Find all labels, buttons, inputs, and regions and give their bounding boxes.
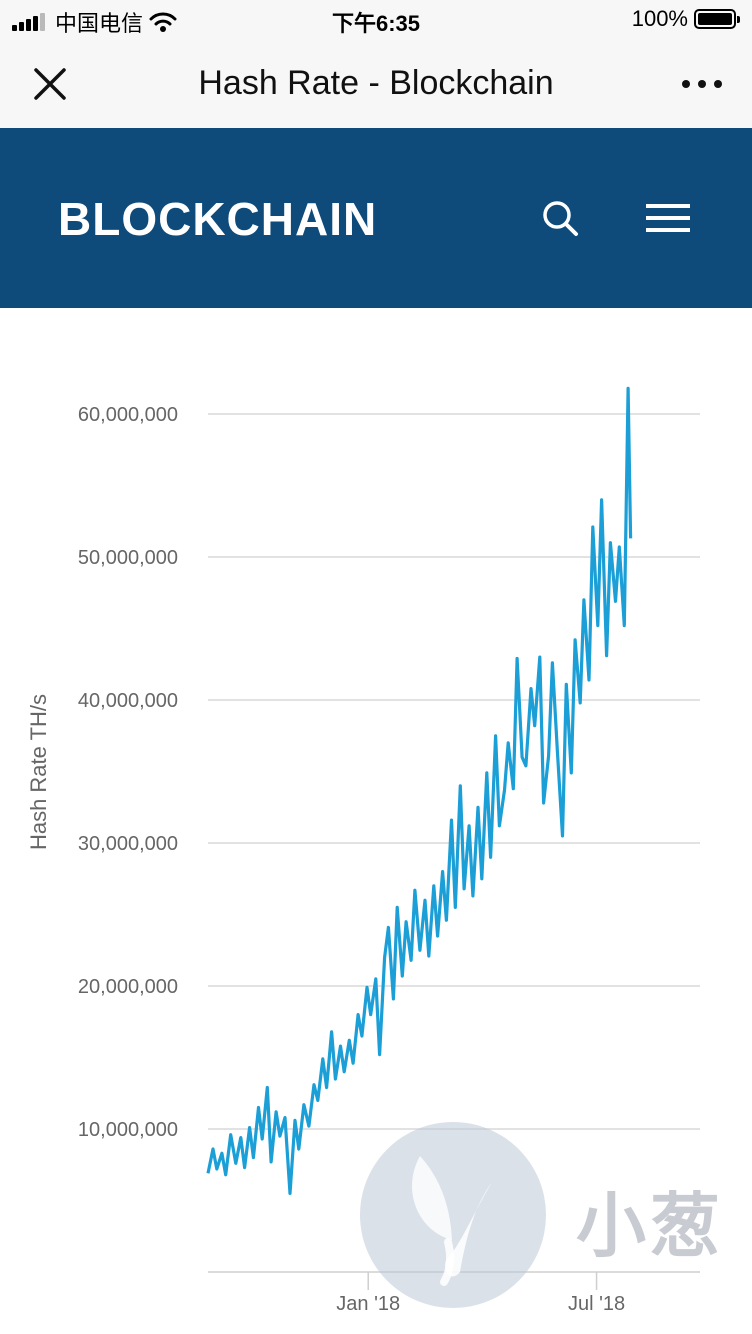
battery-icon — [694, 9, 740, 29]
carrier-name: 中国电信 — [55, 11, 144, 36]
x-axis: Jan '18 Jul '18 — [208, 1271, 700, 1315]
page-title: Hash Rate - Blockchain — [198, 64, 554, 102]
y-axis-title: Hash Rate TH/s — [26, 694, 51, 850]
y-tick-label: 40,000,000 — [78, 690, 178, 712]
close-icon[interactable] — [30, 64, 70, 104]
wifi-icon — [149, 12, 177, 32]
y-tick-label: 50,000,000 — [78, 547, 178, 569]
y-tick-label: 60,000,000 — [78, 404, 178, 426]
search-icon[interactable] — [540, 198, 580, 238]
status-time: 下午6:35 — [331, 11, 421, 36]
y-tick-label: 30,000,000 — [78, 833, 178, 855]
watermark-logo — [360, 1122, 546, 1308]
watermark-text: 小葱 — [576, 1185, 724, 1267]
hash-rate-series-line — [206, 386, 633, 1195]
nav-bar: Hash Rate - Blockchain — [0, 40, 752, 129]
battery-group: 100% — [631, 6, 740, 32]
more-options-icon[interactable] — [682, 80, 722, 88]
status-bar: 中国电信 下午6:35 100% — [0, 0, 752, 40]
y-tick-label: 20,000,000 — [78, 976, 178, 998]
battery-percent: 100% — [631, 6, 688, 31]
x-tick-label: Jul '18 — [568, 1293, 625, 1315]
y-axis-ticks: 10,000,000 20,000,000 30,000,000 40,000,000… — [78, 404, 178, 1141]
x-tick-label: Jan '18 — [336, 1293, 400, 1315]
watermark: 小葱 — [360, 1122, 730, 1312]
hash-rate-chart: 10,000,000 20,000,000 30,000,000 40,000,000… — [26, 386, 700, 1315]
hamburger-menu-icon[interactable] — [646, 202, 690, 234]
carrier-group: 中国电信 — [12, 6, 177, 38]
y-tick-label: 10,000,000 — [78, 1119, 178, 1141]
site-header: BLOCKCHAIN — [0, 128, 752, 308]
signal-icon — [12, 13, 45, 31]
site-logo[interactable]: BLOCKCHAIN — [58, 193, 378, 245]
